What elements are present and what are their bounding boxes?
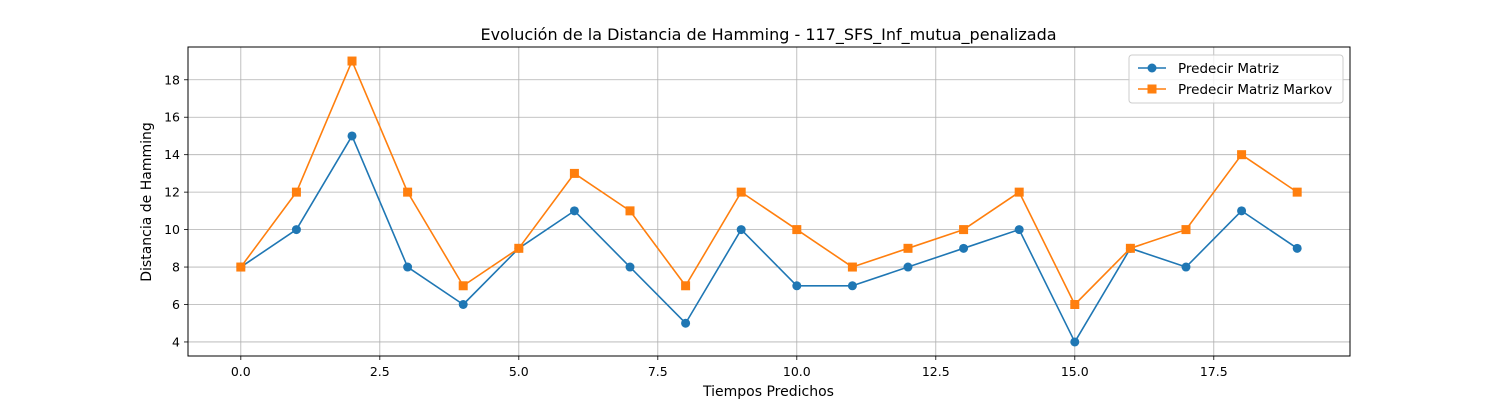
legend-marker (1147, 63, 1157, 73)
x-axis-ticks: 0.0 2.5 5.0 7.5 10.0 12.5 15.0 17.5 (231, 356, 1228, 379)
legend-marker (1147, 84, 1157, 94)
x-tick-label: 12.5 (922, 364, 950, 379)
y-tick-label: 16 (164, 110, 180, 125)
x-tick-label: 17.5 (1200, 364, 1228, 379)
data-point (1014, 187, 1024, 197)
y-tick-label: 4 (172, 334, 180, 349)
data-point (1292, 187, 1302, 197)
data-point (681, 281, 691, 291)
x-tick-label: 10.0 (783, 364, 811, 379)
legend-box (1128, 54, 1344, 104)
data-point (903, 243, 913, 253)
x-tick-label: 2.5 (370, 364, 390, 379)
legend-entry: Predecir Matriz Markov (1138, 82, 1332, 98)
data-point (792, 281, 802, 291)
data-point (625, 206, 635, 216)
data-point (347, 56, 357, 66)
data-point (1014, 225, 1024, 235)
series-2 (236, 56, 1302, 309)
data-point (236, 262, 246, 272)
data-point (1181, 262, 1191, 272)
plot-frame (187, 46, 1351, 357)
x-axis-label: Tiempos Predichos (702, 384, 834, 400)
y-tick-label: 6 (172, 297, 180, 312)
legend-label: Predecir Matriz Markov (1178, 82, 1332, 98)
series-layer (236, 56, 1302, 347)
y-axis-ticks: 4 6 8 10 12 14 16 18 (164, 72, 188, 349)
data-point (291, 187, 301, 197)
series-line (240, 60, 1298, 306)
data-point (847, 281, 857, 291)
data-point (403, 187, 413, 197)
data-point (1237, 206, 1247, 216)
y-tick-label: 8 (172, 260, 180, 275)
data-point (403, 262, 413, 272)
data-point (959, 225, 969, 235)
y-tick-label: 10 (164, 222, 180, 237)
legend: Predecir Matriz Predecir Matriz Markov (1128, 54, 1344, 104)
data-point (681, 318, 691, 328)
data-point (959, 243, 969, 253)
data-point (903, 262, 913, 272)
data-point (458, 281, 468, 291)
data-point (291, 225, 301, 235)
grid (188, 47, 1350, 356)
data-point (514, 243, 524, 253)
data-point (736, 187, 746, 197)
data-point (1292, 243, 1302, 253)
data-point (569, 168, 579, 178)
y-tick-label: 14 (164, 147, 180, 162)
data-point (625, 262, 635, 272)
data-point (569, 206, 579, 216)
data-point (347, 131, 357, 141)
data-point (1070, 300, 1080, 309)
y-tick-label: 12 (164, 185, 180, 200)
data-point (792, 225, 802, 235)
x-tick-label: 15.0 (1061, 364, 1089, 379)
x-tick-label: 5.0 (509, 364, 529, 379)
x-tick-label: 0.0 (231, 364, 251, 379)
data-point (1070, 337, 1080, 347)
legend-label: Predecir Matriz (1178, 61, 1279, 77)
data-point (1125, 243, 1135, 253)
y-tick-label: 18 (164, 72, 180, 87)
series-line (240, 135, 1298, 343)
data-point (1237, 150, 1247, 160)
data-point (847, 262, 857, 272)
data-point (458, 300, 468, 309)
data-point (1181, 225, 1191, 235)
chart-title: Evolución de la Distancia de Hamming - 1… (480, 25, 1056, 45)
data-point (736, 225, 746, 235)
y-axis-label: Distancia de Hamming (139, 122, 155, 282)
x-tick-label: 7.5 (648, 364, 668, 379)
legend-entry: Predecir Matriz (1138, 61, 1279, 77)
